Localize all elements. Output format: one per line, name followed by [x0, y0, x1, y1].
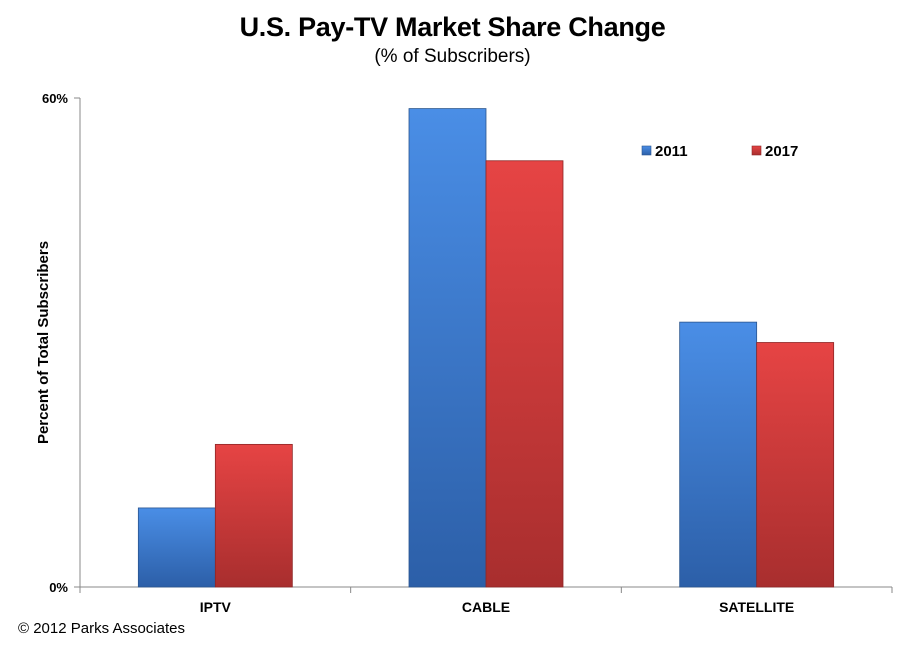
labels: 0% 60% Percent of Total Subscribers IPTV CAB… [35, 91, 794, 615]
bar-2017-satellite [756, 342, 835, 588]
y-axis-title: Percent of Total Subscribers [35, 241, 52, 444]
legend-swatch-2011 [641, 145, 652, 156]
y-tick-label: 60% [42, 91, 68, 106]
x-tick-label: IPTV [200, 599, 232, 615]
bar-2011-iptv [137, 507, 216, 588]
chart-subtitle: (% of Subscribers) [374, 46, 531, 67]
bar-2017-iptv [214, 443, 293, 588]
y-tick-label: 0% [49, 580, 68, 595]
copyright-text: © 2012 Parks Associates [18, 620, 185, 637]
chart-title: U.S. Pay-TV Market Share Change [239, 12, 666, 42]
legend-swatch-2017 [751, 145, 762, 156]
x-tick-label: CABLE [462, 599, 510, 615]
bars [137, 108, 835, 588]
legend-label-2011: 2011 [655, 143, 688, 160]
legend-label-2017: 2017 [765, 143, 798, 160]
bar-2011-cable [408, 108, 487, 588]
x-tick-label: SATELLITE [719, 599, 794, 615]
bar-2011-satellite [679, 321, 758, 588]
bar-2017-cable [485, 160, 564, 588]
legend: 2011 2017 [641, 143, 798, 160]
